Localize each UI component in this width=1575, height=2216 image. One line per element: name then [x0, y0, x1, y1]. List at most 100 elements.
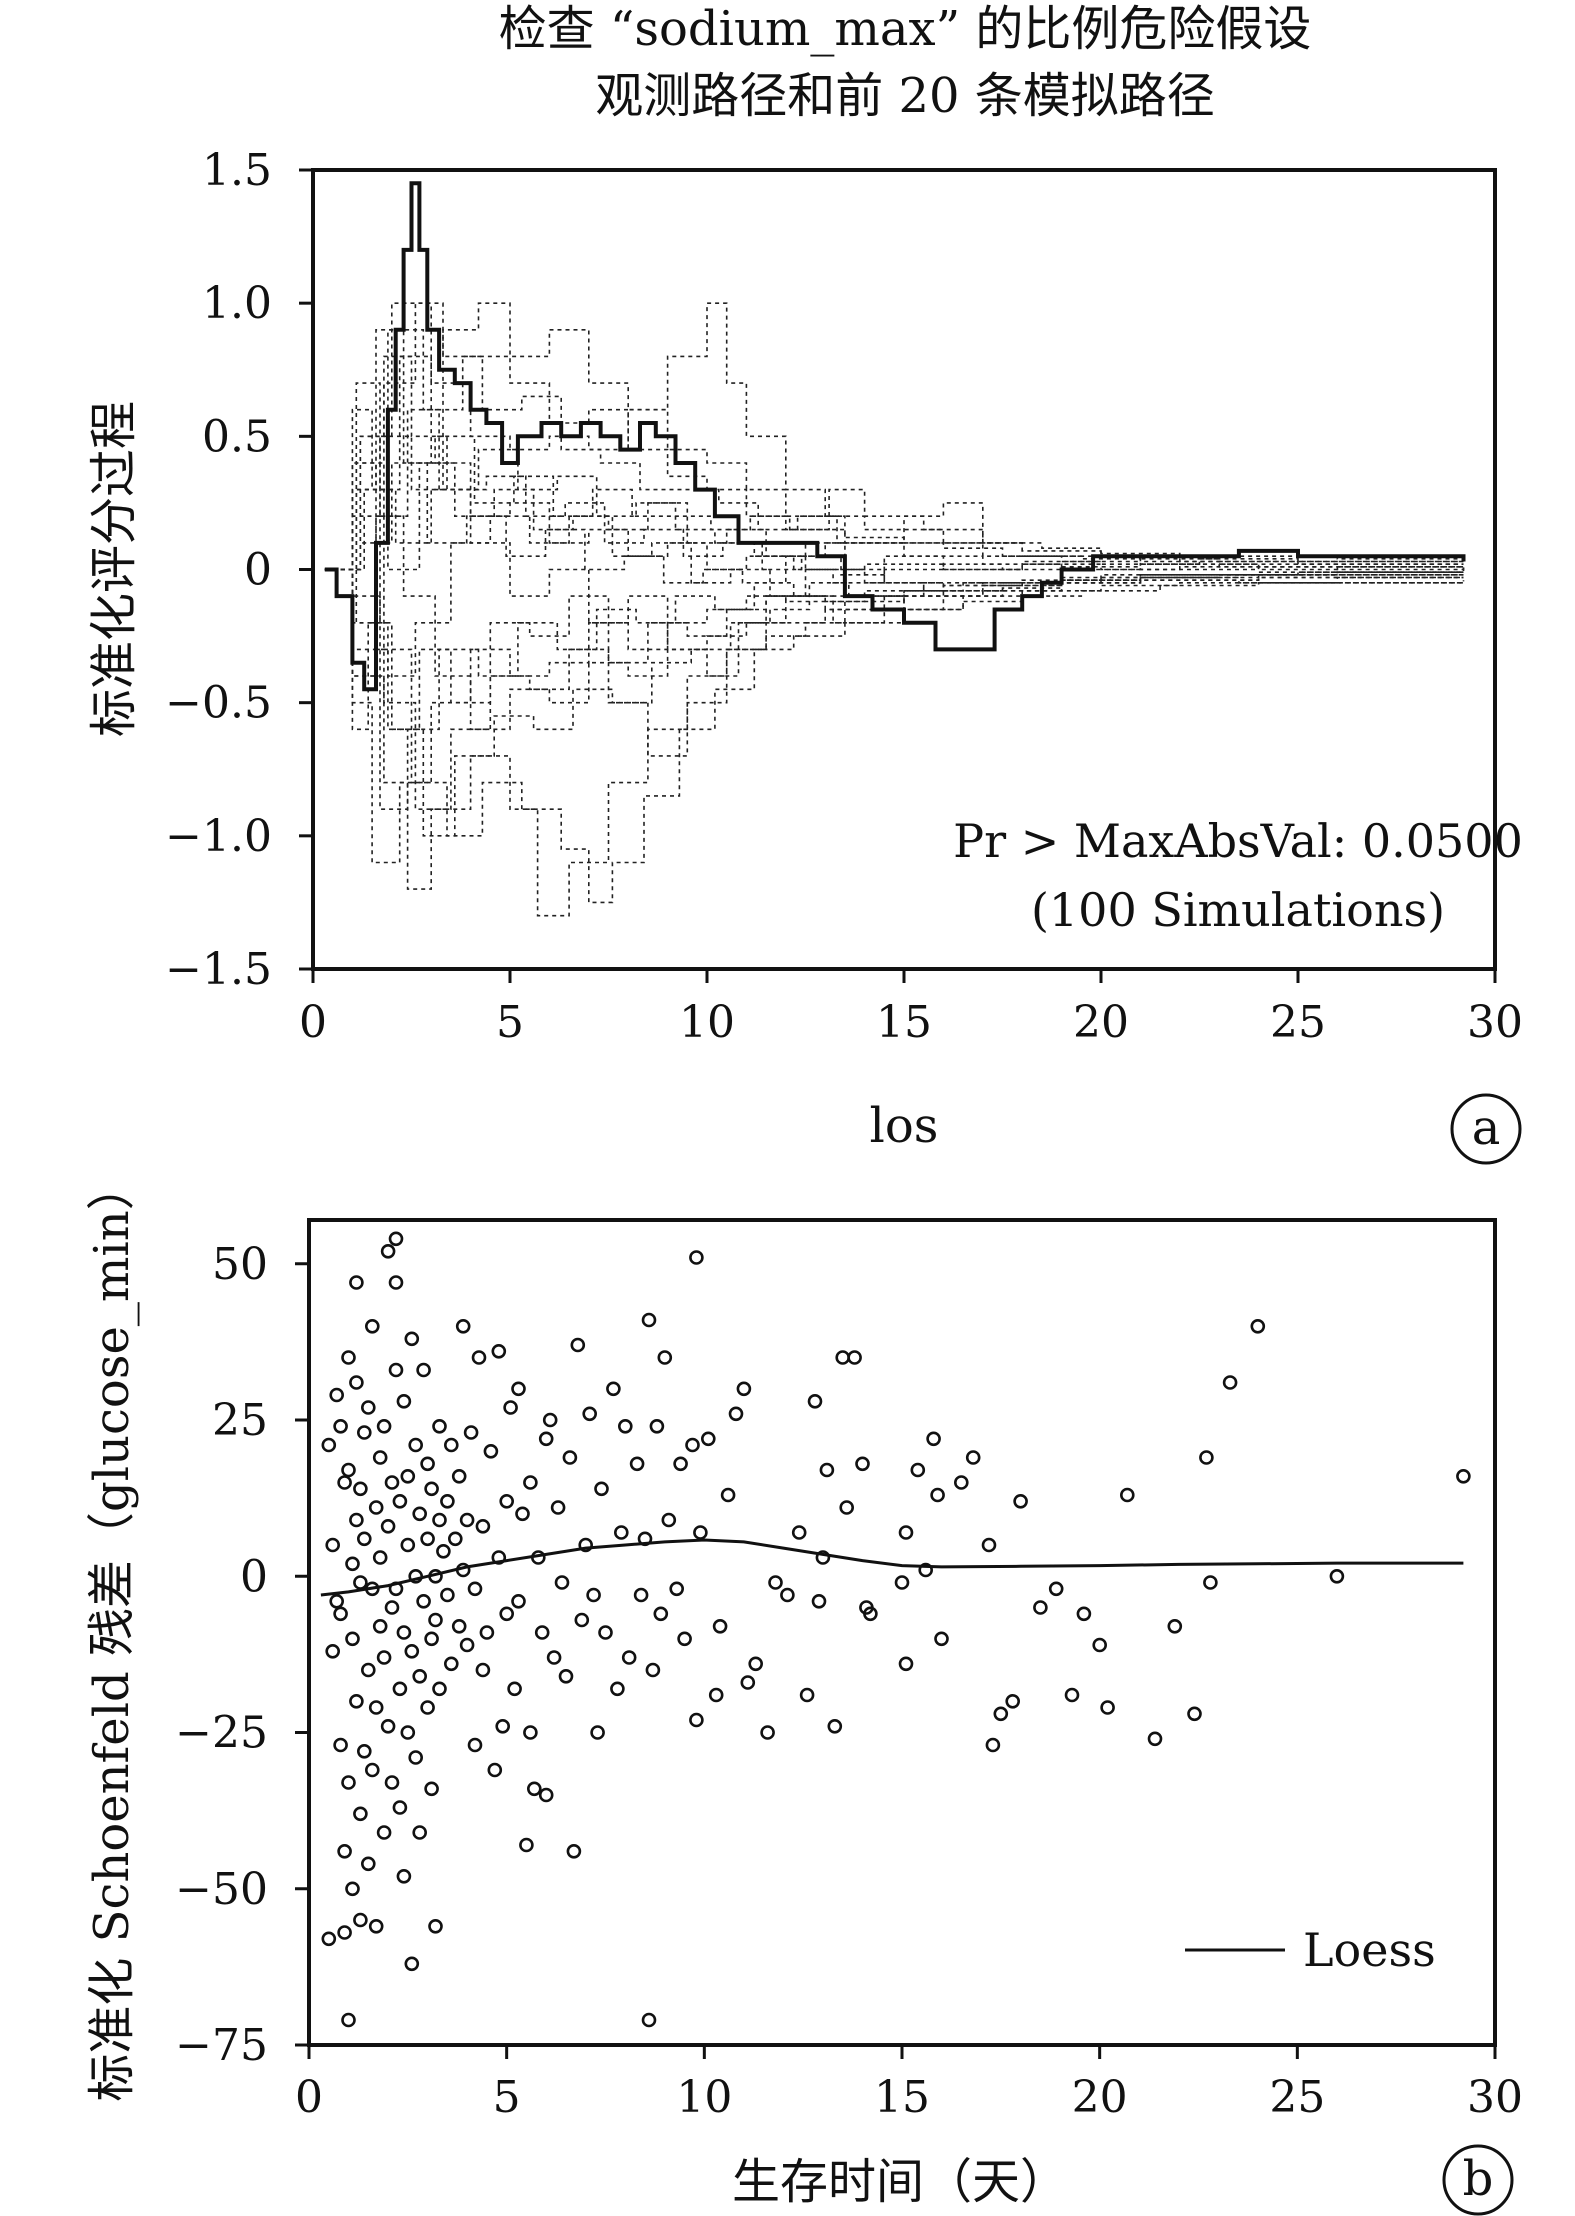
residual-point	[459, 1637, 475, 1653]
residual-point	[396, 1394, 412, 1409]
residual-point	[499, 1494, 515, 1509]
chart-title-line2: 观测路径和前 20 条模拟路径	[595, 68, 1215, 124]
residual-point	[1076, 1606, 1092, 1622]
panel-b-frame	[307, 1218, 1497, 2047]
residual-point	[428, 1919, 443, 1934]
panel-a-badge-label: a	[1472, 1100, 1501, 1156]
residual-point	[404, 1956, 420, 1972]
panel-a-y-axis: −1.5 −1.0 −0.5 0 0.5 1.0 1.5	[165, 145, 313, 995]
panel-a-score-process: 0 5 10 15 20 25 30 −1.5−1.0−0.500.51.01.5 los …	[86, 145, 1523, 1165]
residual-point	[815, 1550, 831, 1565]
y-tick-label: 0.5	[202, 411, 272, 462]
residual-point	[503, 1400, 518, 1415]
y-tick-label: −50	[175, 1864, 268, 1915]
residual-point	[479, 1625, 495, 1640]
residual-point	[408, 1437, 424, 1453]
simulated-path-17	[324, 515, 1465, 731]
residual-point	[384, 1600, 400, 1615]
residual-point	[538, 1787, 554, 1803]
residual-point	[1203, 1575, 1218, 1590]
residual-point	[898, 1525, 914, 1540]
residual-point	[376, 1825, 392, 1840]
residual-point	[436, 1544, 451, 1559]
y-tick-label: −1.5	[165, 944, 272, 995]
residual-point	[641, 2012, 657, 2028]
residual-point	[428, 1612, 443, 1628]
residual-point	[558, 1669, 574, 1684]
residual-point	[511, 1381, 526, 1397]
residual-point	[791, 1525, 807, 1540]
loess-curve	[320, 1538, 1464, 1597]
residual-point	[424, 1631, 439, 1647]
panel-b-x-axis: 0 5 10 15 20 25 30	[295, 2045, 1523, 2123]
residual-point	[392, 1494, 408, 1509]
residual-point	[835, 1350, 851, 1365]
residual-point	[1092, 1637, 1107, 1653]
simulated-path-16	[324, 502, 1464, 677]
y-tick-label: 1.0	[202, 278, 272, 329]
residual-point	[760, 1725, 775, 1740]
residual-point	[360, 1662, 376, 1678]
residual-point	[451, 1469, 467, 1484]
residual-point	[819, 1462, 835, 1478]
residual-point	[388, 1231, 404, 1247]
residual-point	[511, 1594, 526, 1609]
residual-point	[689, 1712, 704, 1728]
residual-point	[321, 1931, 337, 1947]
panel-b-x-axis-label: 生存时间（天）	[732, 2154, 1068, 2210]
residual-point	[720, 1487, 736, 1503]
residual-point	[349, 1512, 364, 1528]
chart-title-line1: 检查 “sodium_max” 的比例危险假设	[499, 1, 1312, 57]
residual-point	[372, 1619, 388, 1634]
simulated-path-15	[324, 302, 1465, 571]
residual-point	[708, 1687, 724, 1703]
residual-point	[467, 1581, 483, 1597]
residual-point	[519, 1837, 534, 1853]
residual-point	[550, 1500, 566, 1515]
residual-point	[1005, 1694, 1021, 1709]
residual-point	[863, 1606, 878, 1622]
residual-point	[432, 1512, 447, 1528]
residual-point	[534, 1625, 550, 1640]
residual-point	[412, 1506, 428, 1522]
residual-point	[538, 1431, 554, 1447]
residual-point	[554, 1575, 570, 1590]
simulated-path-11	[324, 382, 1464, 584]
residual-point	[953, 1475, 969, 1490]
x-tick-label: 10	[676, 2072, 732, 2123]
legend: Loess	[1185, 1923, 1436, 1977]
panel-a-y-axis-label: 标准化评分过程	[86, 401, 142, 737]
residual-point	[447, 1531, 463, 1547]
residual-point	[443, 1656, 459, 1672]
residual-point	[384, 1775, 400, 1790]
residual-point	[1064, 1687, 1080, 1703]
simulation-count-annotation: (100 Simulations)	[1031, 883, 1445, 937]
residual-point	[780, 1587, 795, 1603]
residual-point	[412, 1669, 428, 1684]
residual-point	[677, 1631, 692, 1647]
simulated-path-4	[324, 302, 1465, 624]
residual-point	[440, 1587, 455, 1603]
residual-point	[463, 1425, 479, 1440]
x-tick-label: 15	[874, 2072, 930, 2123]
residual-point	[329, 1594, 345, 1609]
observed-path	[324, 181, 1466, 692]
residual-point	[353, 1575, 368, 1590]
residual-point	[894, 1575, 910, 1590]
residual-point	[1013, 1494, 1028, 1509]
pvalue-annotation: Pr > MaxAbsVal: 0.0500	[953, 814, 1523, 868]
x-tick-label: 5	[496, 997, 524, 1048]
residual-point	[1167, 1619, 1183, 1634]
panel-b-y-axis-label: 标准化 Schoenfeld 残差（glucose_min）	[84, 1162, 140, 2101]
residual-point	[629, 1456, 645, 1472]
residual-point	[1100, 1700, 1115, 1715]
residual-point	[376, 1650, 392, 1665]
residual-point	[341, 1350, 356, 1365]
residual-point	[1329, 1569, 1345, 1584]
x-tick-label: 20	[1073, 997, 1129, 1048]
residual-point	[566, 1844, 582, 1859]
residual-point	[661, 1512, 677, 1528]
residual-point	[574, 1612, 590, 1628]
residual-point	[578, 1537, 594, 1553]
